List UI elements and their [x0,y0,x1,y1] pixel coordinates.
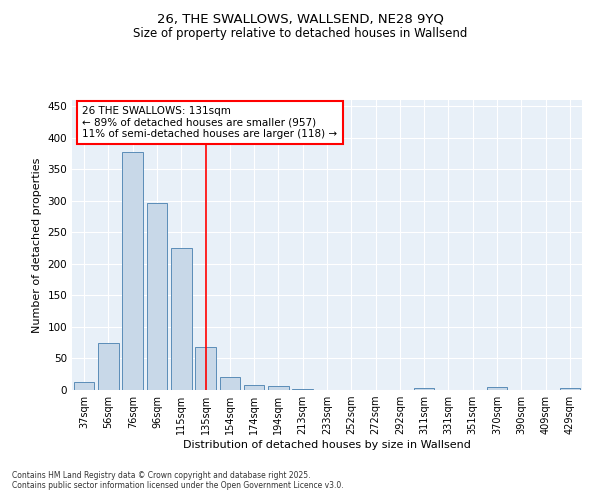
Text: 26, THE SWALLOWS, WALLSEND, NE28 9YQ: 26, THE SWALLOWS, WALLSEND, NE28 9YQ [157,12,443,26]
Text: Contains HM Land Registry data © Crown copyright and database right 2025.
Contai: Contains HM Land Registry data © Crown c… [12,470,344,490]
Bar [98,342,119,390]
X-axis label: Distribution of detached houses by size in Wallsend: Distribution of detached houses by size … [183,440,471,450]
Bar [146,203,167,390]
Bar [122,152,143,390]
Bar [74,382,94,390]
Bar [244,385,265,390]
Bar [195,347,216,390]
Y-axis label: Number of detached properties: Number of detached properties [32,158,42,332]
Bar [268,386,289,390]
Bar [292,388,313,390]
Bar [487,388,508,390]
Bar [171,248,191,390]
Bar [414,388,434,390]
Text: Size of property relative to detached houses in Wallsend: Size of property relative to detached ho… [133,28,467,40]
Bar [560,388,580,390]
Bar [220,377,240,390]
Text: 26 THE SWALLOWS: 131sqm
← 89% of detached houses are smaller (957)
11% of semi-d: 26 THE SWALLOWS: 131sqm ← 89% of detache… [82,106,337,139]
